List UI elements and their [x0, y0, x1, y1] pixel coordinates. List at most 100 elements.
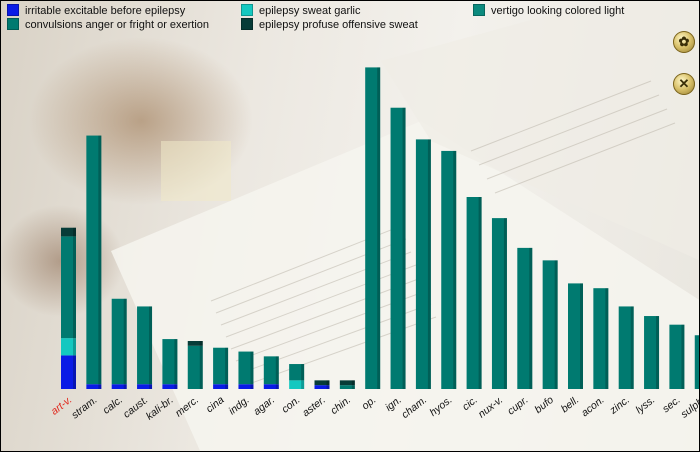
- bar-shade: [478, 197, 482, 389]
- bar-segment[interactable]: [339, 385, 355, 389]
- legend-label: irritable excitable before epilepsy: [25, 5, 186, 17]
- bar-shade: [123, 298, 127, 385]
- bar-segment[interactable]: [61, 355, 76, 389]
- x-tick-label[interactable]: lyss.: [633, 394, 657, 416]
- legend-item: vertigo looking colored light: [473, 4, 624, 18]
- x-tick-label[interactable]: sulph.: [679, 394, 700, 421]
- bar-segment[interactable]: [644, 316, 660, 389]
- tools-icon[interactable]: ✕: [673, 73, 695, 95]
- legend-label: epilepsy profuse offensive sweat: [259, 19, 418, 31]
- bar-shade: [351, 380, 355, 386]
- x-tick-label[interactable]: acon.: [579, 394, 607, 419]
- bar-segment[interactable]: [187, 345, 203, 389]
- bar-shade: [326, 380, 330, 386]
- bar-segment[interactable]: [390, 107, 406, 389]
- bar-segment[interactable]: [466, 197, 482, 389]
- legend-item: epilepsy profuse offensive sweat: [241, 18, 418, 32]
- bar-segment[interactable]: [137, 306, 153, 385]
- legend-label: epilepsy sweat garlic: [259, 5, 361, 17]
- bar-shade: [174, 339, 178, 385]
- bar-shade: [529, 247, 533, 389]
- x-tick-label[interactable]: kali-br.: [144, 394, 176, 423]
- x-tick-label[interactable]: chin.: [328, 394, 353, 417]
- bar-shade: [199, 345, 203, 389]
- bar-segment[interactable]: [542, 260, 558, 389]
- x-tick-label[interactable]: stram.: [69, 394, 99, 421]
- x-tick-label[interactable]: bufo: [533, 394, 557, 416]
- bar-segment[interactable]: [441, 150, 457, 389]
- bar-segment[interactable]: [61, 227, 76, 237]
- bar-segment[interactable]: [289, 364, 305, 381]
- bar-shade: [73, 338, 76, 356]
- bar-segment[interactable]: [568, 283, 583, 389]
- bar-segment[interactable]: [694, 335, 700, 389]
- bar-segment[interactable]: [415, 139, 431, 389]
- bar-segment[interactable]: [491, 218, 507, 389]
- bar-segment[interactable]: [314, 380, 330, 386]
- x-tick-label[interactable]: con.: [279, 394, 302, 416]
- x-tick-label[interactable]: cupr.: [505, 394, 530, 418]
- bar-segment[interactable]: [86, 384, 102, 389]
- bar-segment[interactable]: [86, 135, 102, 385]
- bar-shade: [301, 380, 305, 389]
- x-tick-label[interactable]: zinc.: [607, 394, 632, 417]
- bar-segment[interactable]: [593, 288, 609, 389]
- bar-segment[interactable]: [314, 385, 330, 389]
- bar-shade: [351, 385, 355, 389]
- bar-segment[interactable]: [289, 380, 305, 389]
- bar-segment[interactable]: [162, 384, 178, 389]
- bar-shade: [98, 384, 102, 389]
- bar-shade: [123, 384, 127, 389]
- bar-segment[interactable]: [137, 384, 153, 389]
- bar-segment[interactable]: [238, 384, 254, 389]
- bar-segment[interactable]: [213, 347, 229, 385]
- bar-segment[interactable]: [111, 384, 127, 389]
- x-tick-label[interactable]: merc.: [173, 394, 201, 420]
- bar-shade: [73, 236, 76, 339]
- bar-segment[interactable]: [162, 339, 178, 385]
- bar-segment[interactable]: [187, 341, 203, 346]
- legend-item: epilepsy sweat garlic: [241, 4, 361, 18]
- bar-segment[interactable]: [238, 351, 254, 385]
- x-tick-label[interactable]: bell.: [559, 394, 582, 415]
- legend-swatch: [7, 4, 19, 16]
- x-tick-label[interactable]: hyos.: [427, 394, 454, 419]
- bar-segment[interactable]: [61, 338, 76, 356]
- bar-segment[interactable]: [263, 384, 279, 389]
- bar-shade: [630, 306, 634, 389]
- x-tick-label[interactable]: aster.: [300, 394, 328, 419]
- bar-shade: [554, 260, 558, 389]
- legend-swatch: [241, 4, 253, 16]
- medicine-icon[interactable]: ✿: [673, 31, 695, 53]
- x-tick-label[interactable]: cham.: [399, 394, 429, 421]
- bar-segment[interactable]: [618, 306, 634, 389]
- bar-shade: [149, 306, 153, 385]
- x-tick-label[interactable]: cina: [204, 394, 227, 415]
- bar-segment[interactable]: [365, 67, 381, 390]
- bar-shade: [402, 107, 406, 389]
- x-tick-label[interactable]: nux-v.: [476, 394, 505, 421]
- bar-segment[interactable]: [517, 247, 533, 389]
- bar-shade: [174, 384, 178, 389]
- bar-segment[interactable]: [263, 356, 279, 385]
- bar-shade: [149, 384, 153, 389]
- bar-segment[interactable]: [111, 298, 127, 385]
- legend-item: irritable excitable before epilepsy: [7, 4, 185, 18]
- x-tick-label[interactable]: indg.: [226, 394, 251, 417]
- bar-shade: [275, 356, 279, 385]
- bar-shade: [453, 150, 457, 389]
- bar-segment[interactable]: [669, 324, 685, 389]
- bar-segment[interactable]: [61, 236, 76, 339]
- bar-shade: [250, 384, 254, 389]
- bar-shade: [98, 135, 102, 385]
- bar-segment[interactable]: [339, 380, 355, 386]
- bar-shade: [427, 139, 431, 389]
- legend-swatch: [241, 18, 253, 30]
- x-tick-label[interactable]: agar.: [251, 394, 277, 418]
- bar-segment[interactable]: [213, 384, 229, 389]
- bar-shade: [656, 316, 660, 389]
- x-tick-label[interactable]: op.: [360, 394, 379, 412]
- bar-shade: [225, 347, 229, 385]
